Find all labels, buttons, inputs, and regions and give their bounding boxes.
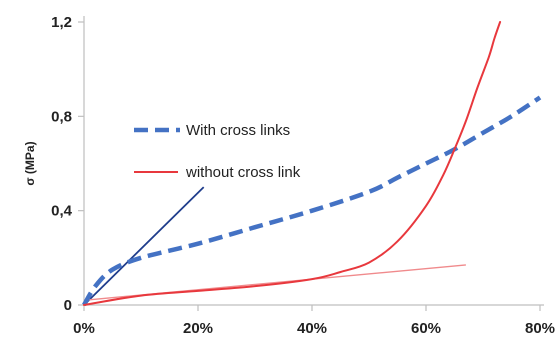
tick-labels: 0 0,4 0,8 1,2 0% 20% 40% 60% 80% xyxy=(51,14,555,337)
axes xyxy=(78,16,544,311)
legend-label: without cross link xyxy=(185,164,301,181)
reference-line-1 xyxy=(83,186,205,306)
y-axis-label: σ (MPa) xyxy=(23,141,37,185)
legend-label: With cross links xyxy=(186,122,290,139)
x-tick-label: 40% xyxy=(297,320,327,337)
legend-item: without cross link xyxy=(134,164,301,181)
y-tick-label: 0 xyxy=(64,297,72,314)
x-tick-label: 60% xyxy=(411,320,441,337)
y-tick-label: 0,8 xyxy=(51,108,72,125)
legend-item: With cross links xyxy=(134,122,290,139)
x-tick-label: 20% xyxy=(183,320,213,337)
x-tick-label: 80% xyxy=(525,320,555,337)
series-line-without-cross-link xyxy=(83,21,502,306)
y-tick-label: 0,4 xyxy=(51,203,73,220)
series-line-with-cross-links xyxy=(82,95,542,307)
x-tick-label: 0% xyxy=(73,320,95,337)
series-lines xyxy=(82,21,542,307)
y-tick-label: 1,2 xyxy=(51,14,72,31)
legend: With cross links without cross link xyxy=(134,122,301,181)
